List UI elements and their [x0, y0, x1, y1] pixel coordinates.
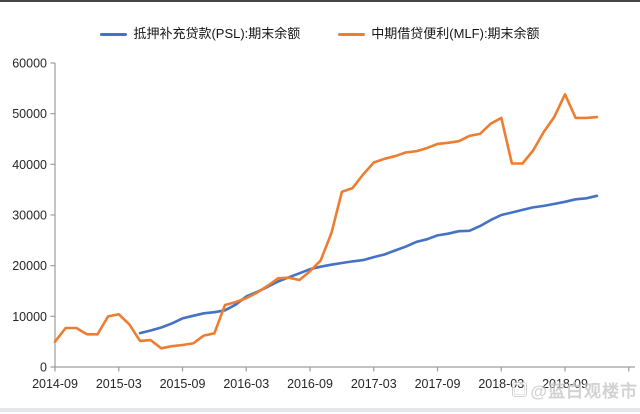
mlf-line-swatch-icon — [338, 32, 366, 36]
y-tick-label: 40000 — [12, 158, 47, 172]
x-tick-label: 2016-09 — [287, 377, 333, 391]
page-top-border — [0, 0, 640, 2]
page-bottom-band — [0, 408, 640, 412]
x-tick-label: 2018-03 — [478, 377, 524, 391]
x-tick-label: 2014-09 — [32, 377, 78, 391]
legend-label-mlf: 中期借贷便利(MLF):期末余额 — [371, 26, 540, 41]
y-tick-label: 0 — [40, 361, 47, 375]
x-tick-label: 2016-03 — [223, 377, 269, 391]
legend-item-psl: 抵押补充贷款(PSL):期末余额 — [100, 25, 300, 43]
y-tick-label: 50000 — [12, 107, 47, 121]
x-tick-label: 2017-09 — [415, 377, 461, 391]
series-line-mlf — [53, 93, 599, 350]
y-tick-label: 20000 — [12, 259, 47, 273]
x-tick-label: 2015-09 — [160, 377, 206, 391]
series-line-psl — [138, 194, 599, 335]
legend-label-psl: 抵押补充贷款(PSL):期末余额 — [133, 26, 301, 41]
psl-line-swatch-icon — [100, 32, 128, 36]
legend-item-mlf: 中期借贷便利(MLF):期末余额 — [338, 25, 540, 43]
y-tick-label: 10000 — [12, 310, 47, 324]
x-tick-label: 2015-03 — [96, 377, 142, 391]
y-tick-label: 60000 — [12, 57, 47, 71]
x-tick-label: 2018-09 — [542, 377, 588, 391]
chart-legend: 抵押补充贷款(PSL):期末余额 中期借贷便利(MLF):期末余额 — [0, 25, 640, 43]
y-tick-label: 30000 — [12, 209, 47, 223]
x-tick-label: 2017-03 — [351, 377, 397, 391]
